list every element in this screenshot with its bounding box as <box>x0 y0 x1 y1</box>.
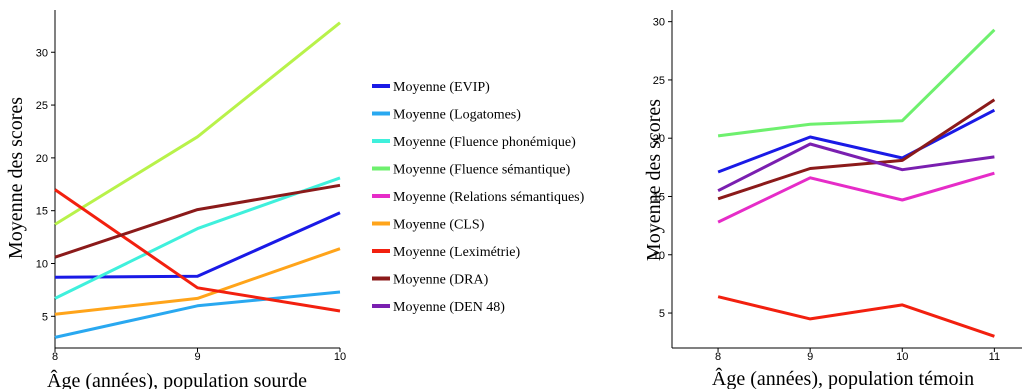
right-series-moyenne-fluence-semantique <box>717 28 996 138</box>
right-series-moyenne-den-48 <box>717 142 995 193</box>
left-x-axis-title: Âge (années), population sourde <box>47 369 307 389</box>
right-x-tick-label: 9 <box>807 351 813 363</box>
left-y-tick-label: 15 <box>36 206 48 218</box>
left-y-tick-label: 25 <box>36 100 48 112</box>
left-y-tick-label: 5 <box>42 311 48 323</box>
right-x-axis-title: Âge (années), population témoin <box>712 367 974 389</box>
left-series-moyenne-fluence-phonemique <box>54 176 341 300</box>
right-y-tick-label: 20 <box>653 133 665 145</box>
left-x-tick-label: 8 <box>52 351 58 363</box>
left-series-moyenne-leximetrie <box>54 188 341 313</box>
left-series-moyenne-evip <box>54 211 341 279</box>
legend-label-moyenne-logatomes: Moyenne (Logatomes) <box>393 108 521 123</box>
right-y-tick-label: 10 <box>653 250 665 262</box>
left-x-tick-label: 10 <box>334 351 346 363</box>
left-y-tick-label: 20 <box>36 153 48 165</box>
legend-label-moyenne-evip: Moyenne (EVIP) <box>393 80 490 95</box>
left-series-moyenne-logatomes <box>54 290 341 339</box>
legend-label-moyenne-cls: Moyenne (CLS) <box>393 218 485 233</box>
legend-label-moyenne-dra: Moyenne (DRA) <box>393 273 489 288</box>
right-y-tick-label: 30 <box>653 17 665 29</box>
right-series-moyenne-leximetrie <box>717 295 995 338</box>
left-series-moyenne-cls <box>54 247 341 316</box>
right-y-tick-label: 15 <box>653 191 665 203</box>
left-series-moyenne-fluence-semantique <box>54 21 341 226</box>
right-y-tick-label: 25 <box>653 75 665 87</box>
left-x-tick-label: 9 <box>194 351 200 363</box>
right-x-tick-label: 8 <box>715 351 721 363</box>
right-series-moyenne-relations-semantiques <box>717 171 995 224</box>
right-y-tick-label: 5 <box>659 308 665 320</box>
right-x-tick-label: 11 <box>989 351 1000 363</box>
legend-label-moyenne-leximetrie: Moyenne (Leximétrie) <box>393 245 520 260</box>
legend-label-moyenne-fluence-phonemique: Moyenne (Fluence phonémique) <box>393 135 576 150</box>
legend-label-moyenne-den-48: Moyenne (DEN 48) <box>393 300 505 315</box>
right-series-moyenne-dra <box>717 98 996 201</box>
left-series-moyenne-dra <box>54 183 341 259</box>
right-y-axis-title: Moyenne des scores <box>643 99 665 261</box>
chart-left: 5 10 15 20 25 30 8 9 10 Âge (années), population … <box>5 10 346 389</box>
chart-right: 5 10 15 20 25 30 8 9 10 11 Âge (années), populatio… <box>643 10 1022 389</box>
right-series-moyenne-evip <box>717 108 996 174</box>
legend: Moyenne (EVIP) Moyenne (Logatomes) Moyenne… <box>372 80 585 315</box>
legend-label-moyenne-fluence-semantique: Moyenne (Fluence sémantique) <box>393 163 571 178</box>
left-y-tick-label: 30 <box>36 47 48 59</box>
right-x-tick-label: 10 <box>896 351 908 363</box>
legend-label-moyenne-relations-semantiques: Moyenne (Relations sémantiques) <box>393 190 585 205</box>
left-y-axis-title: Moyenne des scores <box>5 97 27 259</box>
left-y-tick-label: 10 <box>36 259 48 271</box>
